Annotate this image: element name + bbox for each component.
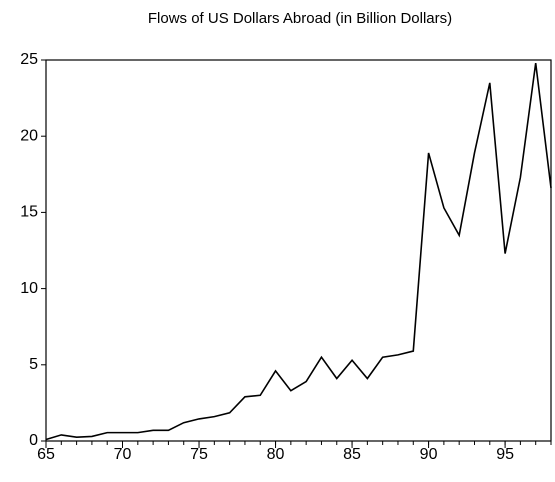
y-tick-label: 0 — [29, 432, 38, 449]
y-tick-label: 15 — [20, 204, 38, 221]
y-tick-label: 5 — [29, 356, 38, 373]
x-tick-label: 85 — [343, 446, 361, 463]
y-tick-label: 20 — [20, 127, 38, 144]
x-tick-label: 65 — [37, 446, 55, 463]
x-tick-label: 75 — [190, 446, 208, 463]
x-tick-label: 70 — [114, 446, 132, 463]
chart-title: Flows of US Dollars Abroad (in Billion D… — [148, 10, 452, 27]
x-tick-label: 95 — [496, 446, 514, 463]
data-line — [45, 62, 552, 441]
plot-frame — [45, 59, 552, 442]
y-tick-label: 10 — [20, 280, 38, 297]
y-tick-label: 25 — [20, 51, 38, 68]
x-tick-label: 80 — [267, 446, 285, 463]
x-tick-label: 90 — [420, 446, 438, 463]
